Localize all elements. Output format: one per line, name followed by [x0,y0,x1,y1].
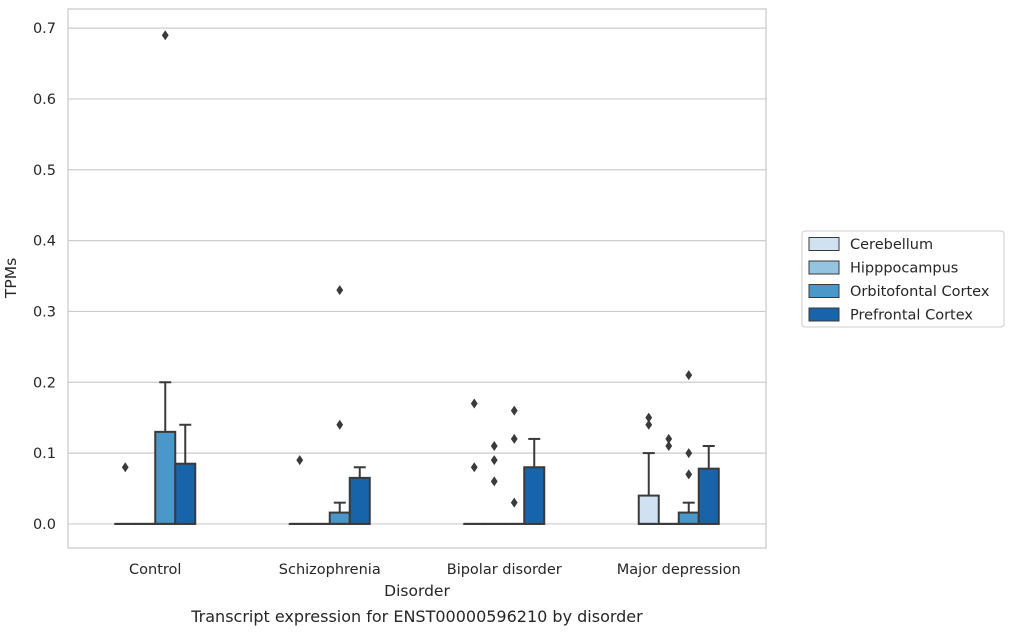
box-orbitofontal-cortex [328,501,351,525]
x-tick-label: Major depression [617,562,741,578]
box-body [523,466,546,525]
legend-swatch [808,284,840,298]
box-body [697,467,720,525]
outlier-point [510,433,518,444]
box-body [677,511,700,525]
outliers [121,30,693,508]
y-tick-label: 0.3 [33,304,56,320]
y-tick-label: 0.6 [33,92,56,108]
outlier-point [490,441,498,452]
x-tick-label: Schizophrenia [279,562,381,578]
outlier-point [336,419,344,430]
outlier-point [161,30,169,41]
outlier-point [685,448,693,459]
box-body [154,430,177,525]
outlier-point [685,469,693,480]
box-body [174,462,197,525]
y-tick-label: 0.5 [33,163,56,179]
outlier-point [685,370,693,381]
box-prefrontal-cortex [523,437,546,525]
legend-swatch [808,260,840,275]
y-axis-label: TPMs [2,258,20,299]
legend-swatch [808,237,840,251]
box-body [328,511,351,525]
legend-label: Hipppocampus [850,261,958,277]
x-axis-ticks: Control Schizophrenia Bipolar disorder Majo… [129,562,741,578]
legend-frame [801,230,1005,328]
y-tick-label: 0.0 [33,517,56,533]
plot-area-frame [67,8,767,549]
chart-caption: Transcript expression for ENST0000059621… [190,607,643,626]
legend-label: Orbitofontal Cortex [850,284,990,300]
x-axis-label: Disorder [384,582,450,600]
box-cerebellum [637,452,660,525]
outlier-point [510,405,518,416]
x-tick-label: Bipolar disorder [447,562,562,578]
outlier-point [665,441,673,452]
outlier-point [470,398,478,409]
legend: Cerebellum Hipppocampus Orbitofontal Corte… [801,230,1005,328]
outlier-point [490,455,498,466]
y-tick-label: 0.4 [33,234,56,250]
legend-swatch [808,307,840,322]
x-tick-label: Control [129,562,181,578]
outlier-point [645,419,653,430]
outlier-point [121,462,129,473]
box-orbitofontal-cortex [154,381,177,525]
outlier-point [336,285,344,296]
outlier-point [470,462,478,473]
legend-label: Prefrontal Cortex [850,308,973,324]
outlier-point [665,433,673,444]
outlier-point [296,455,304,466]
boxes [114,381,720,525]
box-prefrontal-cortex [174,423,197,525]
box-body [637,494,660,525]
outlier-point [490,476,498,487]
outlier-point [645,412,653,423]
y-axis-ticks: 0.0 0.1 0.2 0.3 0.4 0.5 0.6 0.7 [33,21,56,533]
box-prefrontal-cortex [697,445,720,525]
box-orbitofontal-cortex [677,501,700,525]
box-body [348,476,371,525]
y-tick-label: 0.7 [33,21,56,37]
box-prefrontal-cortex [348,466,371,525]
y-tick-label: 0.1 [33,446,56,462]
outlier-point [510,497,518,508]
legend-label: Cerebellum [850,237,933,253]
y-tick-label: 0.2 [33,375,56,391]
